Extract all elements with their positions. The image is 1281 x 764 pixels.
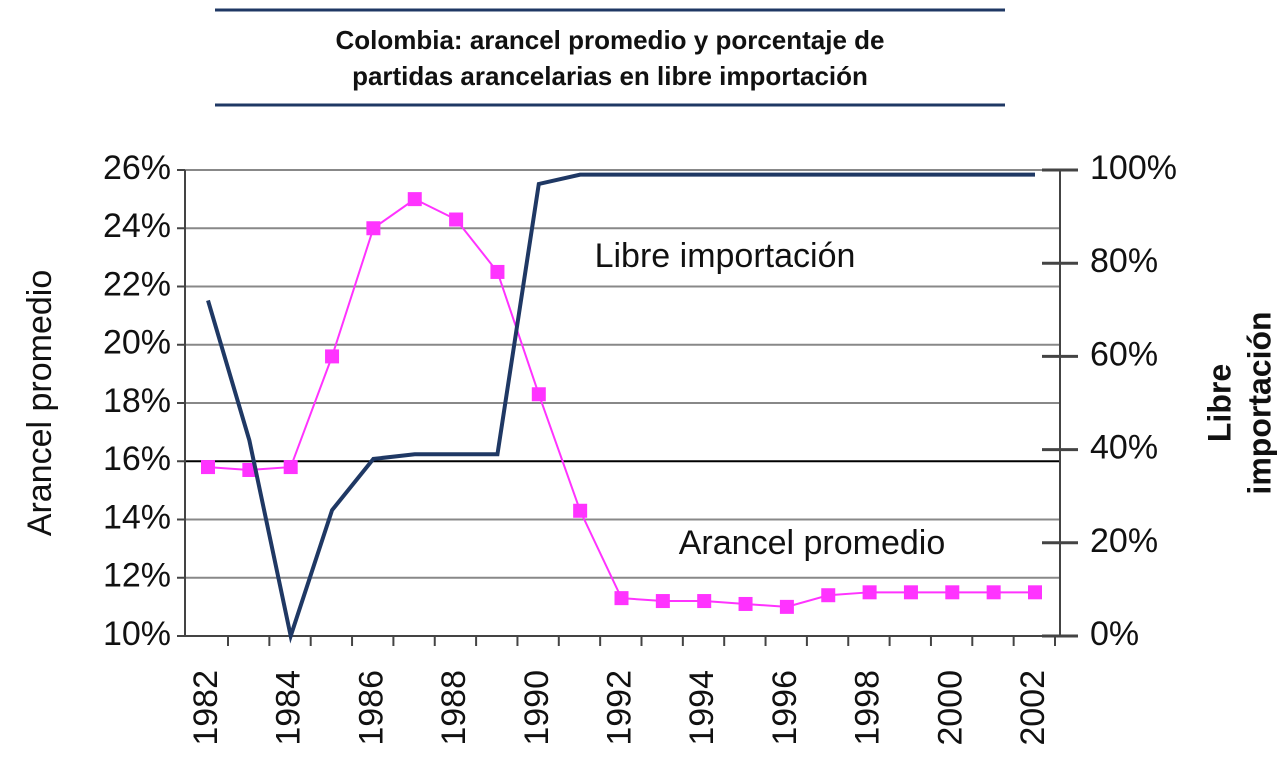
x-tick-label: 1986: [352, 670, 390, 746]
y-tick-label: 24%: [103, 207, 171, 245]
x-tick-label: 1994: [683, 670, 721, 746]
y-tick-label: 14%: [103, 498, 171, 536]
y-axis-label: Arancel promedio: [21, 270, 59, 536]
series-marker: [862, 585, 877, 600]
x-tick-label: 1988: [435, 670, 473, 746]
x-tick-label: 2000: [931, 670, 969, 746]
series-annotation: Libre importación: [595, 237, 856, 275]
y-tick-label: 16%: [103, 440, 171, 478]
series-marker: [986, 585, 1001, 600]
y-tick-label: 10%: [103, 615, 171, 653]
x-tick-label: 1996: [766, 670, 804, 746]
x-tick-label: 1982: [187, 670, 225, 746]
series-marker: [697, 594, 712, 609]
series-marker: [821, 588, 836, 603]
series-marker: [573, 503, 588, 518]
series-marker: [655, 594, 670, 609]
y2-tick-label: 40%: [1090, 429, 1158, 467]
series-marker: [1028, 585, 1042, 600]
series-marker: [366, 221, 381, 236]
series-marker: [779, 599, 794, 614]
x-tick-label: 1990: [518, 670, 556, 746]
series-annotation: Arancel promedio: [679, 524, 945, 562]
x-tick-label: 1998: [849, 670, 887, 746]
y2-tick-label: 0%: [1090, 615, 1139, 653]
series-marker: [614, 591, 629, 606]
chart-title: partidas arancelarias en libre importaci…: [352, 61, 868, 91]
series-marker: [407, 192, 422, 207]
y-tick-label: 12%: [103, 557, 171, 595]
series-marker: [201, 460, 215, 475]
y2-axis-label: importación: [1241, 311, 1277, 494]
x-tick-label: 1984: [270, 670, 308, 746]
series-marker: [325, 349, 340, 364]
series-marker: [738, 596, 753, 611]
y2-tick-label: 20%: [1090, 522, 1158, 560]
y-tick-label: 20%: [103, 324, 171, 362]
y-tick-label: 26%: [103, 149, 171, 187]
series-line: [206, 172, 1035, 644]
series-marker: [490, 264, 505, 279]
series-marker: [945, 585, 960, 600]
x-tick-label: 1992: [600, 670, 638, 746]
y-tick-label: 22%: [103, 265, 171, 303]
x-tick-label: 2002: [1014, 670, 1052, 746]
y2-tick-label: 80%: [1090, 242, 1158, 280]
y2-tick-label: 60%: [1090, 335, 1158, 373]
y2-axis-label: Libre: [1201, 364, 1237, 442]
series-marker: [903, 585, 918, 600]
chart-title: Colombia: arancel promedio y porcentaje …: [335, 25, 884, 55]
y-tick-label: 18%: [103, 382, 171, 420]
series-marker: [283, 460, 298, 475]
series-marker: [531, 387, 546, 402]
series-marker: [449, 212, 464, 227]
y2-tick-label: 100%: [1090, 149, 1177, 187]
